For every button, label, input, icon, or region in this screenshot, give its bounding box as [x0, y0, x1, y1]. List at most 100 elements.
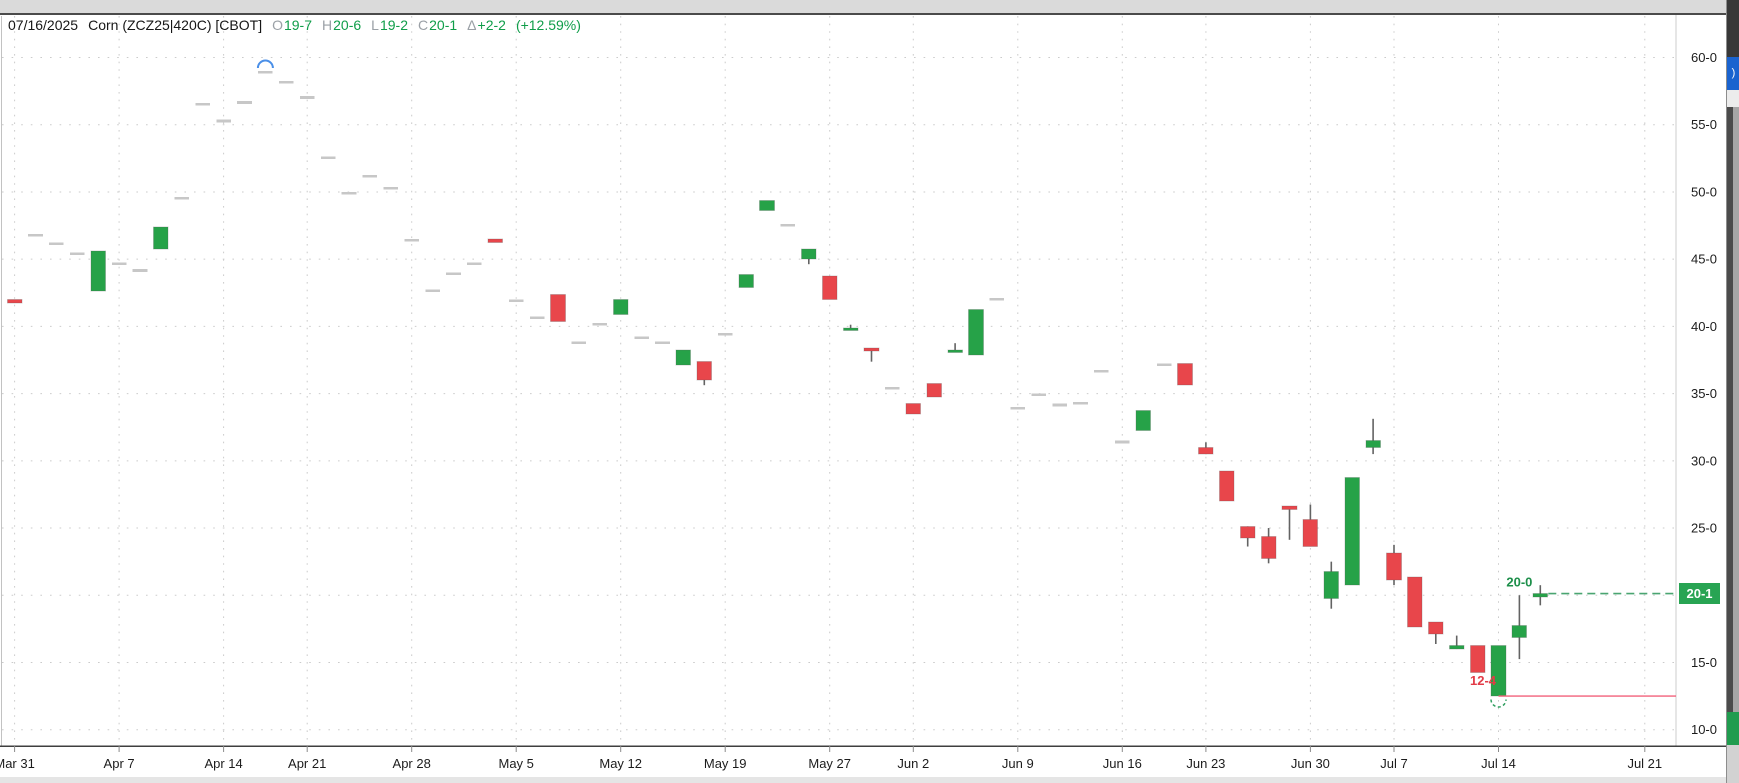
candle-jun-26[interactable]: [1260, 528, 1277, 564]
quote-percent-change: (+12.59%): [515, 17, 581, 33]
candle-jun-25[interactable]: [1239, 525, 1256, 547]
candle-jul-9[interactable]: [1428, 621, 1444, 644]
candle-jun-20[interactable]: [1177, 362, 1193, 386]
candle-body: [1469, 645, 1486, 674]
y-axis-label: 35-0: [1691, 386, 1717, 401]
candle-apr-23[interactable]: [341, 191, 357, 195]
candle-body: [571, 341, 587, 345]
candle-may-9[interactable]: [592, 323, 608, 326]
candle-jun-18[interactable]: [1156, 363, 1172, 366]
candle-body: [341, 191, 357, 195]
candle-apr-15[interactable]: [237, 101, 252, 104]
candle-jun-16[interactable]: [1115, 440, 1130, 444]
candle-jun-17[interactable]: [1135, 409, 1152, 432]
candle-jul-1[interactable]: [1323, 561, 1340, 609]
candle-apr-9[interactable]: [153, 226, 169, 250]
x-tick-label: Jun 2: [897, 756, 929, 771]
candle-body: [111, 262, 127, 266]
candle-may-7[interactable]: [550, 293, 566, 322]
candle-apr-8[interactable]: [132, 269, 148, 272]
candle-body: [885, 386, 900, 390]
candle-apr-3[interactable]: [70, 252, 85, 256]
candle-jun-12[interactable]: [1073, 402, 1088, 405]
candle-jun-23[interactable]: [1198, 442, 1214, 455]
candle-jun-4[interactable]: [947, 343, 963, 354]
candle-jul-7[interactable]: [1386, 544, 1402, 586]
candle-apr-30[interactable]: [446, 272, 461, 276]
candle-mar-31[interactable]: [6, 298, 23, 304]
candle-jun-13[interactable]: [1094, 370, 1109, 373]
candle-may-19[interactable]: [717, 333, 733, 336]
candle-jul-15[interactable]: [1511, 595, 1528, 660]
candle-apr-28[interactable]: [404, 238, 419, 242]
candle-apr-21[interactable]: [299, 96, 315, 99]
candle-apr-29[interactable]: [425, 289, 440, 293]
candle-jul-8[interactable]: [1407, 576, 1423, 628]
x-tick-label: Jul 14: [1481, 756, 1516, 771]
candle-may-8[interactable]: [571, 341, 587, 345]
candle-apr-14[interactable]: [216, 119, 231, 123]
candle-apr-22[interactable]: [320, 156, 336, 160]
x-tick-label: Apr 7: [104, 756, 135, 771]
candle-jul-14[interactable]: [1490, 645, 1507, 697]
candle-may-13[interactable]: [634, 336, 649, 340]
candle-jun-3[interactable]: [926, 383, 943, 398]
candle-jul-2[interactable]: [1344, 477, 1361, 586]
candle-body: [1407, 576, 1423, 628]
candle-apr-4[interactable]: [90, 250, 107, 292]
candle-body: [1198, 446, 1214, 455]
candle-jun-11[interactable]: [1052, 403, 1067, 407]
candle-apr-25[interactable]: [383, 186, 399, 190]
candle-may-15[interactable]: [675, 349, 692, 366]
candle-jun-10[interactable]: [1031, 393, 1046, 397]
candle-jul-3[interactable]: [1365, 418, 1381, 455]
candle-apr-10[interactable]: [174, 196, 190, 200]
candle-may-5[interactable]: [508, 299, 524, 303]
window-bottom-strip: [0, 777, 1726, 783]
window-top-strip: [0, 0, 1726, 13]
candle-apr-1[interactable]: [28, 233, 43, 237]
candle-may-22[interactable]: [780, 223, 796, 227]
adjacent-window-sliver[interactable]: ): [1726, 0, 1739, 783]
candle-may-28[interactable]: [842, 324, 859, 332]
candle-jun-24[interactable]: [1219, 470, 1235, 502]
candle-may-23[interactable]: [801, 248, 817, 265]
candle-apr-16[interactable]: [258, 70, 273, 74]
candle-apr-17[interactable]: [279, 81, 294, 84]
candle-may-2[interactable]: [487, 238, 504, 243]
candle-may-30[interactable]: [885, 386, 900, 390]
candle-jun-27[interactable]: [1281, 505, 1298, 540]
candle-jul-16[interactable]: [1532, 585, 1549, 606]
candle-apr-24[interactable]: [362, 175, 378, 178]
candle-may-27[interactable]: [821, 275, 838, 300]
candle-jul-11[interactable]: [1469, 645, 1486, 674]
candle-may-1[interactable]: [467, 262, 482, 266]
candle-may-21[interactable]: [759, 199, 775, 211]
candle-body: [821, 275, 838, 300]
candle-body: [1490, 645, 1507, 697]
candle-body: [425, 289, 440, 293]
candle-may-29[interactable]: [863, 347, 880, 362]
candle-apr-7[interactable]: [111, 262, 127, 266]
candle-may-12[interactable]: [612, 298, 629, 316]
candle-may-20[interactable]: [738, 273, 754, 289]
last-price-badge: [1679, 583, 1720, 605]
candle-jul-10[interactable]: [1448, 635, 1465, 650]
chart-top-border: [0, 13, 1726, 15]
candle-may-16[interactable]: [696, 361, 713, 386]
candle-jun-9[interactable]: [1010, 407, 1026, 410]
candle-apr-2[interactable]: [49, 242, 64, 245]
candle-may-14[interactable]: [655, 341, 670, 345]
chart-header: 07/16/2025 Corn (ZCZ25|420C) [CBOT] O 19-…: [8, 17, 581, 33]
candle-jun-30[interactable]: [1302, 504, 1319, 548]
candle-body: [320, 156, 336, 160]
candle-jun-5[interactable]: [968, 309, 984, 356]
candle-jun-6[interactable]: [989, 297, 1005, 301]
candle-may-6[interactable]: [529, 316, 545, 319]
candle-body: [132, 269, 148, 272]
candle-jun-2[interactable]: [905, 403, 922, 415]
y-axis-label: 25-0: [1691, 521, 1717, 536]
high-arc-marker-icon: [256, 59, 274, 69]
candle-apr-11[interactable]: [195, 102, 210, 106]
